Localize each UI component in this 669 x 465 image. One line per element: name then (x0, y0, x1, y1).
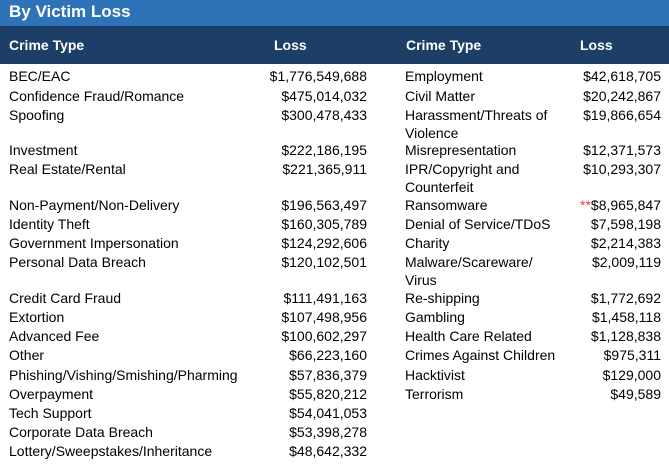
left-loss-value: $55,820,212 (289, 386, 367, 402)
left-crime-type: Government Impersonation (9, 235, 179, 251)
left-crime-type: Corporate Data Breach (9, 424, 153, 440)
right-crime-type: Health Care Related (405, 328, 532, 344)
left-crime-type: Advanced Fee (9, 328, 100, 344)
right-crime-type-header: Crime Type (406, 37, 482, 53)
right-loss-value: $975,311 (603, 347, 661, 363)
right-loss-value: $20,242,867 (583, 88, 661, 104)
right-loss-value: $2,214,383 (590, 235, 661, 251)
right-crime-type: Terrorism (405, 386, 464, 402)
right-crime-type: Misrepresentation (405, 142, 517, 158)
left-crime-type: Confidence Fraud/Romance (9, 88, 185, 104)
right-loss-value: $129,000 (602, 367, 661, 383)
left-crime-type: Extortion (9, 309, 65, 325)
asterisk-marker: ** (580, 197, 591, 213)
left-loss-value: $54,041,053 (289, 405, 367, 421)
right-crime-type: Harassment/Threats of Violence (405, 107, 548, 141)
right-loss-value: $49,589 (610, 386, 661, 402)
right-crime-type: Civil Matter (405, 88, 476, 104)
left-crime-type: Investment (9, 142, 78, 158)
right-loss-value: $1,128,838 (590, 328, 661, 344)
left-loss-value: $160,305,789 (281, 216, 367, 232)
left-loss-value: $107,498,956 (281, 309, 367, 325)
left-crime-type: Identity Theft (9, 216, 90, 232)
left-crime-type: Phishing/Vishing/Smishing/Pharming (9, 367, 238, 383)
right-loss-value: $8,965,847 (590, 197, 661, 213)
right-crime-type: IPR/Copyright and Counterfeit (405, 161, 520, 195)
right-loss-value: $1,458,118 (591, 309, 661, 325)
left-crime-type: Personal Data Breach (9, 254, 146, 270)
left-crime-type: Tech Support (9, 405, 92, 421)
right-crime-type: Re-shipping (405, 290, 480, 306)
right-crime-type: Charity (405, 235, 450, 251)
left-crime-type: Lottery/Sweepstakes/Inheritance (9, 443, 213, 459)
right-crime-type: Hacktivist (405, 367, 465, 383)
right-loss-value: $1,772,692 (590, 290, 661, 306)
right-crime-type: Crimes Against Children (405, 347, 556, 363)
left-crime-type-header: Crime Type (9, 37, 85, 53)
left-loss-value: $475,014,032 (281, 88, 367, 104)
left-loss-value: $57,836,379 (289, 367, 367, 383)
right-crime-type: Malware/Scareware/ Virus (405, 254, 533, 288)
left-loss-value: $111,491,163 (283, 290, 367, 306)
right-loss-value: $12,371,573 (583, 142, 661, 158)
column-header-bar: Crime Type Loss Crime Type Loss (0, 26, 669, 64)
left-crime-type: Real Estate/Rental (9, 161, 126, 177)
left-loss-value: $124,292,606 (281, 235, 367, 251)
left-loss-value: $221,365,911 (282, 161, 367, 177)
left-crime-type: Spoofing (9, 107, 65, 123)
right-loss-header: Loss (580, 37, 613, 53)
table-title: By Victim Loss (9, 2, 131, 21)
right-loss-value: $2,009,119 (591, 254, 661, 270)
left-loss-value: $53,398,278 (289, 424, 367, 440)
left-loss-value: $48,642,332 (289, 443, 367, 459)
left-loss-value: $100,602,297 (281, 328, 367, 344)
left-loss-value: $300,478,433 (281, 107, 367, 123)
right-loss-value: $7,598,198 (590, 216, 661, 232)
left-loss-header: Loss (274, 37, 307, 53)
left-crime-type: Overpayment (9, 386, 94, 402)
left-crime-type: Credit Card Fraud (9, 290, 122, 306)
right-crime-type: Employment (405, 68, 483, 84)
right-crime-type: Gambling (405, 309, 465, 325)
right-loss-cell: **$8,965,847 (540, 197, 661, 213)
right-loss-value: $10,293,307 (583, 161, 661, 177)
left-crime-type: Other (9, 347, 45, 363)
left-loss-value: $222,186,195 (281, 142, 367, 158)
right-loss-value: $19,866,654 (583, 107, 661, 123)
left-loss-value: $196,563,497 (281, 197, 367, 213)
left-crime-type: Non-Payment/Non-Delivery (9, 197, 180, 213)
left-crime-type: BEC/EAC (9, 68, 71, 84)
title-bar: By Victim Loss (0, 0, 669, 26)
right-crime-type: Denial of Service/TDoS (405, 216, 551, 232)
right-crime-type: Ransomware (405, 197, 488, 213)
right-loss-value: $42,618,705 (583, 68, 661, 84)
left-loss-value: $66,223,160 (289, 347, 367, 363)
left-loss-value: $120,102,501 (281, 254, 367, 270)
left-loss-value: $1,776,549,688 (269, 68, 367, 84)
